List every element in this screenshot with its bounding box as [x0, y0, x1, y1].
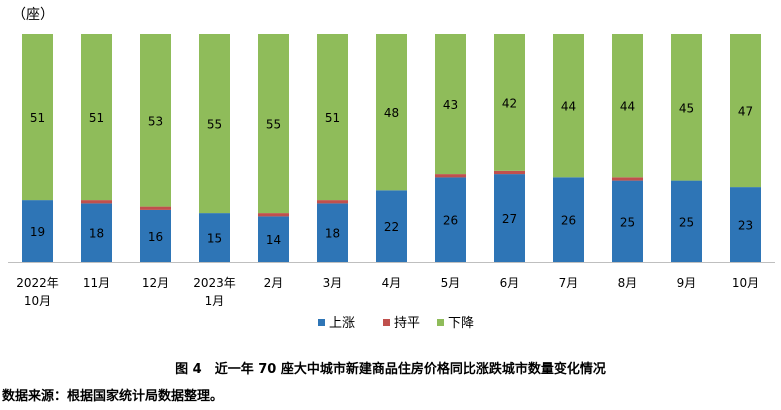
bar-segment-下降-7 — [435, 34, 466, 175]
x-tick-label-11: 9月 — [677, 276, 697, 290]
data-source-note: 数据来源：根据国家统计局数据整理。 — [2, 389, 224, 404]
data-label-上涨-12: 23 — [738, 219, 753, 233]
bar-segment-上涨-9 — [553, 177, 584, 262]
legend-label-下降: 下降 — [448, 316, 474, 331]
x-tick-label-3-0: 2023年 — [193, 276, 236, 290]
bar-segment-上涨-11 — [671, 180, 702, 262]
data-label-上涨-0: 19 — [30, 225, 45, 239]
x-tick-label-3-1: 1月 — [205, 294, 225, 308]
bar-segment-下降-10 — [612, 34, 643, 178]
bar-segment-下降-5 — [317, 34, 348, 201]
bar-segment-下降-1 — [81, 34, 112, 201]
bar-segment-持平-10 — [612, 177, 643, 181]
data-label-上涨-3: 15 — [207, 232, 222, 246]
bar-segment-上涨-5 — [317, 203, 348, 262]
data-label-上涨-10: 25 — [620, 215, 635, 229]
data-label-下降-10: 44 — [620, 100, 635, 114]
x-tick-label-7: 5月 — [441, 276, 461, 290]
bar-segment-下降-4 — [258, 34, 289, 214]
x-tick-label-12: 10月 — [732, 276, 759, 290]
bar-segment-上涨-0 — [22, 200, 53, 262]
legend-swatch-持平 — [383, 319, 390, 326]
x-tick-label-0-0: 2022年 — [16, 276, 59, 290]
bar-segment-上涨-1 — [81, 203, 112, 262]
figure-caption: 图 4 近一年 70 座大中城市新建商品住房价格同比涨跌城市数量变化情况 — [175, 362, 606, 377]
bar-segment-下降-6 — [376, 34, 407, 191]
bar-segment-持平-5 — [317, 200, 348, 204]
data-label-下降-0: 51 — [30, 111, 45, 125]
bar-segment-下降-8 — [494, 34, 525, 171]
y-axis-unit-label: （座） — [12, 7, 54, 23]
data-label-下降-6: 48 — [384, 106, 399, 120]
bar-segment-上涨-3 — [199, 213, 230, 262]
bar-segment-上涨-6 — [376, 190, 407, 262]
legend-swatch-下降 — [437, 319, 444, 326]
data-label-上涨-7: 26 — [443, 214, 458, 228]
x-tick-label-2: 12月 — [142, 276, 169, 290]
legend-swatch-上涨 — [318, 319, 325, 326]
x-tick-label-8: 6月 — [500, 276, 520, 290]
bar-segment-下降-9 — [553, 34, 584, 178]
bar-segment-下降-0 — [22, 34, 53, 201]
x-tick-label-5: 3月 — [323, 276, 343, 290]
bar-segment-持平-7 — [435, 174, 466, 178]
data-label-下降-9: 44 — [561, 100, 576, 114]
bar-segment-下降-11 — [671, 34, 702, 181]
bar-segment-持平-4 — [258, 213, 289, 217]
stacked-bar-chart: 190512022年10月1815111月1615312月150552023年1… — [8, 34, 775, 331]
data-label-下降-12: 47 — [738, 105, 753, 119]
x-tick-label-4: 2月 — [264, 276, 284, 290]
data-label-上涨-6: 22 — [384, 220, 399, 234]
data-label-上涨-11: 25 — [679, 215, 694, 229]
bar-segment-上涨-4 — [258, 216, 289, 262]
data-label-下降-11: 45 — [679, 101, 694, 115]
data-label-上涨-1: 18 — [89, 227, 104, 241]
data-label-下降-2: 53 — [148, 114, 163, 128]
bar-segment-下降-12 — [730, 34, 761, 188]
bar-segment-上涨-10 — [612, 180, 643, 262]
bar-segment-上涨-12 — [730, 187, 761, 262]
x-tick-label-0-1: 10月 — [24, 294, 51, 308]
bar-segment-上涨-7 — [435, 177, 466, 262]
data-label-下降-4: 55 — [266, 118, 281, 132]
bar-segment-下降-3 — [199, 34, 230, 214]
data-label-上涨-9: 26 — [561, 214, 576, 228]
data-label-下降-8: 42 — [502, 96, 517, 110]
legend-label-上涨: 上涨 — [329, 316, 355, 331]
x-tick-label-9: 7月 — [559, 276, 579, 290]
data-label-上涨-8: 27 — [502, 212, 517, 226]
data-label-下降-7: 43 — [443, 98, 458, 112]
data-label-下降-5: 51 — [325, 111, 340, 125]
x-tick-label-1: 11月 — [83, 276, 110, 290]
data-label-下降-1: 51 — [89, 111, 104, 125]
bar-segment-持平-8 — [494, 170, 525, 175]
bar-segment-持平-1 — [81, 200, 112, 204]
data-label-上涨-5: 18 — [325, 227, 340, 241]
data-label-下降-3: 55 — [207, 118, 222, 132]
bar-segment-下降-2 — [140, 34, 171, 207]
legend-label-持平: 持平 — [394, 316, 420, 331]
x-tick-label-10: 8月 — [618, 276, 638, 290]
data-label-上涨-4: 14 — [266, 233, 281, 247]
data-label-上涨-2: 16 — [148, 230, 163, 244]
bar-segment-上涨-8 — [494, 174, 525, 262]
x-tick-label-6: 4月 — [382, 276, 402, 290]
bar-segment-上涨-2 — [140, 209, 171, 262]
bar-segment-持平-2 — [140, 206, 171, 210]
